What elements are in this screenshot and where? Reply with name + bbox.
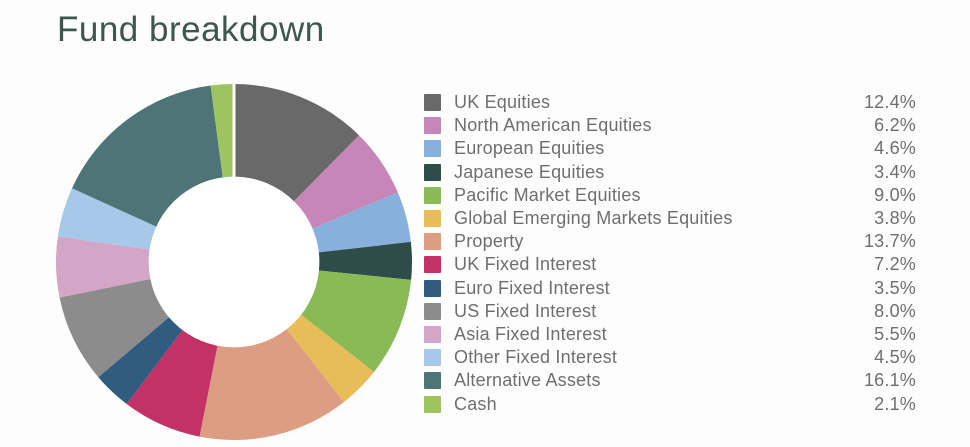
legend-label: Cash (454, 393, 497, 414)
legend-row: Global Emerging Markets Equities 3.8% (424, 207, 916, 230)
donut-chart (56, 84, 412, 440)
legend-row: US Fixed Interest 8.0% (424, 300, 916, 323)
legend-row: European Equities 4.6% (424, 137, 916, 160)
legend-label: Other Fixed Interest (454, 347, 618, 368)
pie-slice-3 (234, 241, 412, 280)
legend-swatch (424, 325, 441, 343)
legend-swatch (424, 395, 441, 413)
legend-label: UK Fixed Interest (454, 254, 597, 275)
legend-label: Euro Fixed Interest (454, 277, 610, 298)
legend-row: UK Equities 12.4% (424, 91, 916, 114)
legend-swatch (424, 279, 441, 297)
legend-label: Property (454, 231, 524, 252)
legend: UK Equities 12.4% North American Equities 6… (424, 91, 916, 416)
legend-value: 3.5% (874, 277, 916, 298)
legend-label: North American Equities (454, 115, 652, 136)
legend-row: Cash 2.1% (424, 392, 916, 415)
legend-swatch (424, 349, 441, 367)
legend-value: 4.5% (874, 347, 916, 368)
legend-value: 13.7% (863, 231, 916, 252)
legend-value: 2.1% (874, 393, 916, 414)
legend-label: UK Equities (454, 92, 551, 113)
donut-chart-container (56, 84, 412, 440)
legend-row: Euro Fixed Interest 3.5% (424, 277, 916, 300)
legend-swatch (424, 302, 441, 320)
legend-swatch (424, 210, 441, 228)
legend-swatch (424, 94, 441, 112)
legend-label: US Fixed Interest (454, 300, 597, 321)
legend-swatch (424, 233, 441, 251)
legend-label: Asia Fixed Interest (454, 323, 607, 344)
legend-label: Global Emerging Markets Equities (454, 208, 733, 229)
legend-swatch (424, 140, 441, 158)
legend-value: 12.4% (863, 92, 916, 113)
legend-row: Asia Fixed Interest 5.5% (424, 323, 916, 346)
legend-swatch (424, 256, 441, 274)
legend-value: 6.2% (874, 115, 916, 136)
page-title: Fund breakdown (57, 10, 325, 49)
legend-value: 4.6% (874, 138, 916, 159)
legend-swatch (424, 117, 441, 135)
legend-value: 9.0% (874, 184, 916, 205)
legend-value: 3.4% (874, 161, 916, 182)
legend-label: European Equities (454, 138, 605, 159)
legend-label: Pacific Market Equities (454, 184, 641, 205)
legend-value: 8.0% (874, 300, 916, 321)
legend-value: 7.2% (874, 254, 916, 275)
legend-row: Other Fixed Interest 4.5% (424, 346, 916, 369)
legend-value: 3.8% (874, 208, 916, 229)
legend-row: Pacific Market Equities 9.0% (424, 184, 916, 207)
legend-value: 16.1% (863, 370, 916, 391)
legend-value: 5.5% (874, 323, 916, 344)
legend-row: Alternative Assets 16.1% (424, 369, 916, 392)
donut-hole (148, 176, 320, 348)
pie-slice-10 (56, 236, 235, 298)
legend-row: UK Fixed Interest 7.2% (424, 253, 916, 276)
legend-swatch (424, 186, 441, 204)
legend-row: North American Equities 6.2% (424, 114, 916, 137)
legend-swatch (424, 372, 441, 390)
legend-label: Alternative Assets (454, 370, 601, 391)
legend-row: Property 13.7% (424, 230, 916, 253)
legend-row: Japanese Equities 3.4% (424, 161, 916, 184)
legend-label: Japanese Equities (454, 161, 605, 182)
legend-swatch (424, 163, 441, 181)
